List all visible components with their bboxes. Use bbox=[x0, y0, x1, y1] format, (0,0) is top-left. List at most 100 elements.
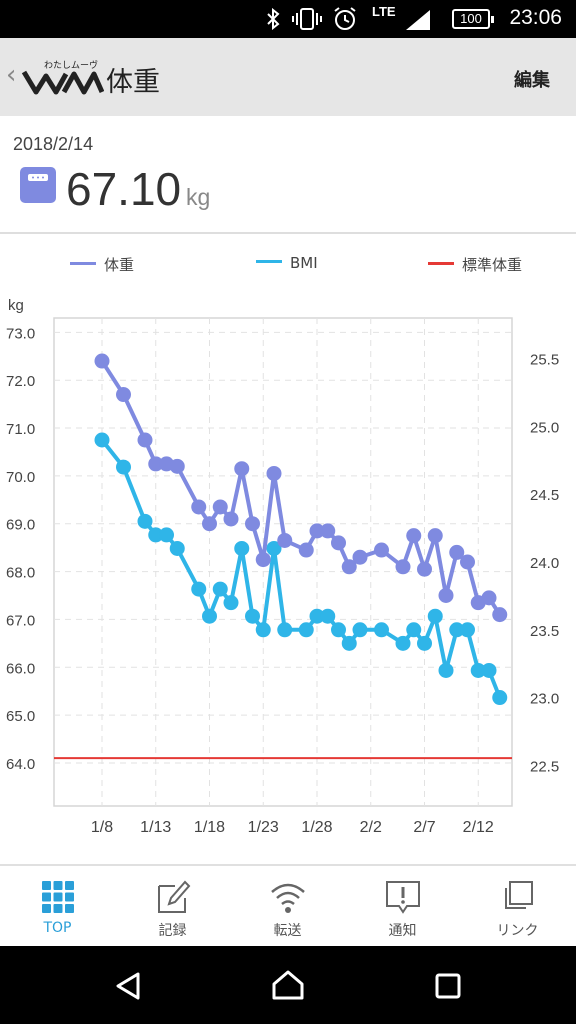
plot-frame bbox=[53, 317, 513, 807]
back-icon[interactable]: ‹ bbox=[6, 60, 17, 90]
bmi-series-line bbox=[100, 438, 502, 699]
y-tick-label-right: 22.5 bbox=[530, 758, 559, 775]
clock: 23:06 bbox=[509, 6, 562, 29]
x-tick-label: 2/12 bbox=[463, 819, 494, 836]
weight-series-line bbox=[100, 359, 502, 616]
bmi-data-point bbox=[309, 608, 325, 624]
weight-data-point bbox=[94, 353, 110, 369]
weight-data-point bbox=[460, 554, 475, 570]
nav-top[interactable]: TOP bbox=[0, 866, 115, 948]
app-bar: ‹ わたしムーヴ 体重 編集 bbox=[0, 38, 576, 116]
y-tick-label-left: 67.0 bbox=[6, 612, 35, 629]
weight-data-point bbox=[298, 542, 314, 558]
bmi-data-point bbox=[481, 662, 497, 678]
y-axis-label: kg bbox=[8, 297, 24, 314]
weight-data-point bbox=[320, 523, 336, 539]
bmi-data-point bbox=[352, 622, 368, 638]
weight-data-point bbox=[277, 532, 293, 548]
weight-data-point bbox=[202, 516, 217, 532]
bmi-data-point bbox=[438, 662, 454, 678]
y-tick-label-right: 24.5 bbox=[530, 487, 559, 504]
bmi-data-point bbox=[470, 662, 486, 678]
edit-button[interactable]: 編集 bbox=[514, 70, 550, 91]
back-nav-icon[interactable] bbox=[112, 970, 144, 1002]
bmi-data-point bbox=[417, 635, 432, 651]
y-tick-label-left: 71.0 bbox=[6, 421, 35, 438]
nav-label: TOP bbox=[43, 920, 72, 936]
bmi-data-point bbox=[234, 540, 250, 556]
x-tick-label: 2/2 bbox=[360, 819, 382, 836]
x-tick-label: 1/13 bbox=[140, 819, 171, 836]
notification-icon bbox=[386, 881, 420, 914]
weight-data-point bbox=[331, 535, 346, 551]
bmi-data-point bbox=[298, 622, 314, 638]
weight-data-point bbox=[245, 516, 260, 532]
legend-swatch bbox=[256, 260, 282, 263]
divider bbox=[0, 232, 576, 234]
nav-label: リンク bbox=[496, 923, 539, 939]
bmi-data-point bbox=[266, 540, 282, 556]
x-tick-label: 2/7 bbox=[413, 819, 435, 836]
nav-transfer[interactable]: 転送 bbox=[230, 866, 345, 948]
bmi-data-point bbox=[460, 622, 475, 638]
weight-unit: kg bbox=[186, 184, 211, 210]
nav-label: 通知 bbox=[388, 923, 417, 939]
weight-data-point bbox=[212, 499, 228, 515]
y-tick-label-right: 23.0 bbox=[530, 691, 559, 708]
y-tick-label-right: 25.5 bbox=[530, 352, 559, 369]
nav-label: 記録 bbox=[158, 923, 187, 939]
nav-link[interactable]: リンク bbox=[460, 866, 575, 948]
bmi-data-point bbox=[202, 608, 217, 624]
x-tick-label: 1/8 bbox=[91, 819, 113, 836]
y-tick-label-left: 69.0 bbox=[6, 517, 35, 534]
weight-data-point bbox=[417, 561, 432, 577]
weight-data-point bbox=[191, 499, 207, 515]
legend-standard-weight: 標準体重 bbox=[428, 254, 522, 275]
legend-weight: 体重 bbox=[70, 254, 134, 275]
weight-data-point bbox=[169, 458, 185, 474]
weight-data-point bbox=[309, 523, 325, 539]
bmi-data-point bbox=[255, 622, 271, 638]
nav-record[interactable]: 記録 bbox=[115, 866, 230, 948]
y-tick-label-left: 64.0 bbox=[6, 756, 35, 773]
bmi-data-point bbox=[331, 622, 346, 638]
y-tick-label-right: 23.5 bbox=[530, 623, 559, 640]
bmi-data-point bbox=[320, 608, 336, 624]
system-nav-bar bbox=[0, 946, 576, 1024]
legend-label: 標準体重 bbox=[462, 256, 523, 274]
battery-icon: 100 bbox=[452, 9, 494, 29]
home-nav-icon[interactable] bbox=[270, 968, 306, 1002]
weight-data-point bbox=[116, 387, 131, 403]
weight-data-point bbox=[148, 456, 164, 472]
app-logo[interactable] bbox=[20, 54, 104, 98]
vibrate-icon bbox=[292, 8, 322, 30]
y-tick-label-left: 65.0 bbox=[6, 708, 35, 725]
y-tick-label-left: 68.0 bbox=[6, 565, 35, 582]
weight-chart[interactable]: 73.0 72.0 71.0 70.0 69.0 68.0 67.0 66.0 65.0 64.0… bbox=[0, 296, 576, 856]
bmi-data-point bbox=[374, 622, 389, 638]
recents-nav-icon[interactable] bbox=[432, 970, 464, 1002]
status-bar: LTE 100 23:06 bbox=[0, 0, 576, 38]
bmi-data-point bbox=[159, 527, 174, 543]
nav-notifications[interactable]: 通知 bbox=[345, 866, 460, 948]
y-tick-label-left: 70.0 bbox=[6, 469, 35, 486]
bmi-data-point bbox=[148, 527, 164, 543]
weight-data-point bbox=[481, 590, 497, 606]
y-tick-label-left: 73.0 bbox=[6, 325, 35, 342]
page-title: 体重 bbox=[106, 67, 160, 98]
nav-label: 転送 bbox=[273, 923, 302, 939]
y-tick-label-right: 24.0 bbox=[530, 555, 559, 572]
network-type: LTE bbox=[372, 4, 396, 19]
weight-data-point bbox=[266, 465, 282, 481]
y-tick-label-left: 72.0 bbox=[6, 373, 35, 390]
weight-data-point bbox=[223, 511, 239, 527]
bmi-data-point bbox=[341, 635, 357, 651]
bmi-data-point bbox=[406, 622, 422, 638]
bmi-data-point bbox=[191, 581, 207, 597]
weight-data-point bbox=[427, 528, 443, 544]
bmi-data-point bbox=[427, 608, 443, 624]
bmi-data-point bbox=[223, 595, 239, 611]
x-tick-label: 1/18 bbox=[194, 819, 225, 836]
legend-swatch bbox=[428, 262, 454, 265]
logo-text: わたしムーヴ bbox=[44, 61, 99, 71]
